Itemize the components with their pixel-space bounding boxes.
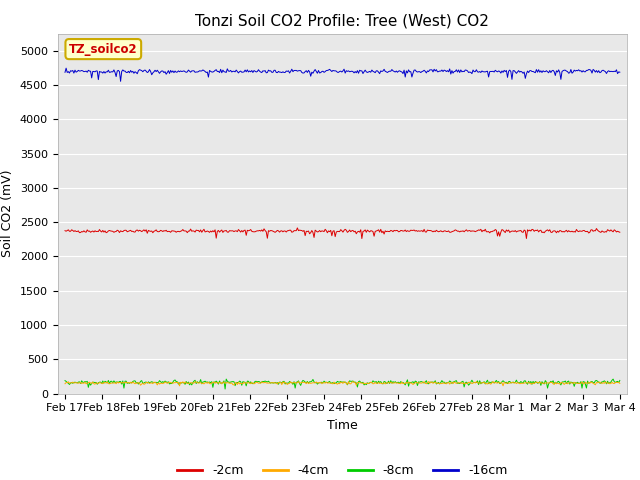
- Text: TZ_soilco2: TZ_soilco2: [69, 43, 138, 56]
- Legend: -2cm, -4cm, -8cm, -16cm: -2cm, -4cm, -8cm, -16cm: [172, 459, 513, 480]
- Y-axis label: Soil CO2 (mV): Soil CO2 (mV): [1, 170, 14, 257]
- X-axis label: Time: Time: [327, 419, 358, 432]
- Title: Tonzi Soil CO2 Profile: Tree (West) CO2: Tonzi Soil CO2 Profile: Tree (West) CO2: [195, 13, 490, 28]
